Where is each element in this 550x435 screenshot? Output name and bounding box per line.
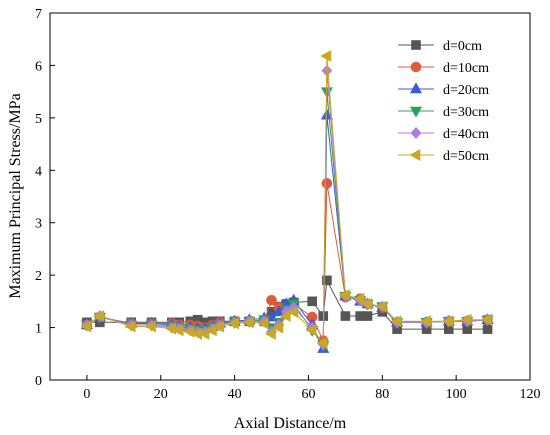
x-tick-label: 80	[375, 387, 389, 402]
data-point	[353, 292, 365, 305]
x-tick-label: 20	[154, 387, 168, 402]
data-point	[264, 327, 276, 340]
data-point	[272, 321, 284, 334]
data-point	[320, 49, 332, 62]
data-point	[305, 324, 317, 337]
y-axis-title: Maximum Principal Stress/MPa	[7, 93, 24, 298]
x-tick-label: 100	[446, 387, 467, 402]
legend-item: d=0cm	[398, 39, 482, 54]
x-tick-label: 60	[301, 387, 315, 402]
legend-item: d=30cm	[398, 105, 489, 120]
legend-marker	[410, 127, 422, 139]
y-tick-label: 5	[35, 112, 42, 127]
data-point	[307, 296, 317, 307]
legend-marker	[410, 61, 422, 73]
data-point	[213, 320, 225, 333]
plot-frame	[49, 12, 531, 381]
y-tick-label: 6	[35, 59, 42, 74]
y-tick-label: 2	[35, 269, 42, 284]
data-point	[480, 313, 492, 326]
data-point	[183, 325, 195, 338]
legend: d=0cm d=10cm d=20cm d=30cm d=40cm d=50cm	[398, 39, 489, 164]
y-tick-label: 1	[35, 322, 42, 337]
data-point	[287, 305, 298, 318]
legend-item: d=40cm	[398, 127, 489, 142]
data-point	[279, 310, 291, 323]
data-point	[390, 315, 402, 328]
data-point	[321, 178, 333, 189]
legend-label: d=0cm	[443, 39, 482, 54]
legend-label: d=30cm	[443, 105, 489, 120]
data-point	[242, 316, 254, 329]
y-tick-label: 4	[35, 164, 42, 179]
legend-marker	[409, 82, 423, 94]
legend-label: d=50cm	[443, 149, 489, 164]
data-point	[205, 324, 217, 337]
data-point	[144, 320, 156, 333]
data-point	[198, 327, 210, 340]
x-tick-label: 40	[228, 387, 242, 402]
legend-label: d=10cm	[443, 61, 489, 76]
data-point	[266, 295, 277, 306]
y-tick-label: 3	[35, 217, 42, 232]
data-point	[360, 297, 372, 310]
y-tick-label: 7	[35, 7, 42, 22]
x-axis-title: Axial Distance/m	[234, 415, 347, 432]
legend-label: d=40cm	[443, 127, 489, 142]
legend-item: d=50cm	[398, 148, 489, 164]
data-point	[460, 313, 472, 326]
axis-ticks: 0 20 40 60 80 100 120 0 1 2 3 4 5 6 7	[35, 7, 541, 402]
x-tick-label: 0	[83, 387, 90, 402]
data-point	[322, 275, 332, 286]
data-point	[124, 320, 136, 333]
data-point	[419, 315, 431, 328]
data-point	[316, 337, 328, 350]
data-point	[442, 315, 454, 328]
legend-item: d=10cm	[398, 61, 489, 76]
series-layer	[80, 49, 494, 353]
data-point	[340, 311, 351, 321]
legend-marker	[411, 40, 421, 50]
legend-marker	[409, 148, 421, 162]
data-point	[257, 317, 269, 330]
series-d=50cm	[80, 49, 492, 350]
data-point	[80, 320, 92, 333]
y-tick-label: 0	[35, 374, 42, 389]
data-point	[93, 310, 105, 323]
data-point	[338, 289, 350, 302]
x-tick-label: 120	[520, 387, 541, 402]
legend-item: d=20cm	[398, 82, 489, 98]
data-point	[362, 311, 373, 321]
data-point	[227, 317, 239, 330]
data-point	[172, 324, 184, 337]
legend-label: d=20cm	[443, 83, 489, 98]
data-point	[272, 305, 285, 317]
data-point	[375, 300, 387, 313]
series-d=40cm	[81, 64, 493, 351]
legend-marker	[409, 106, 423, 118]
